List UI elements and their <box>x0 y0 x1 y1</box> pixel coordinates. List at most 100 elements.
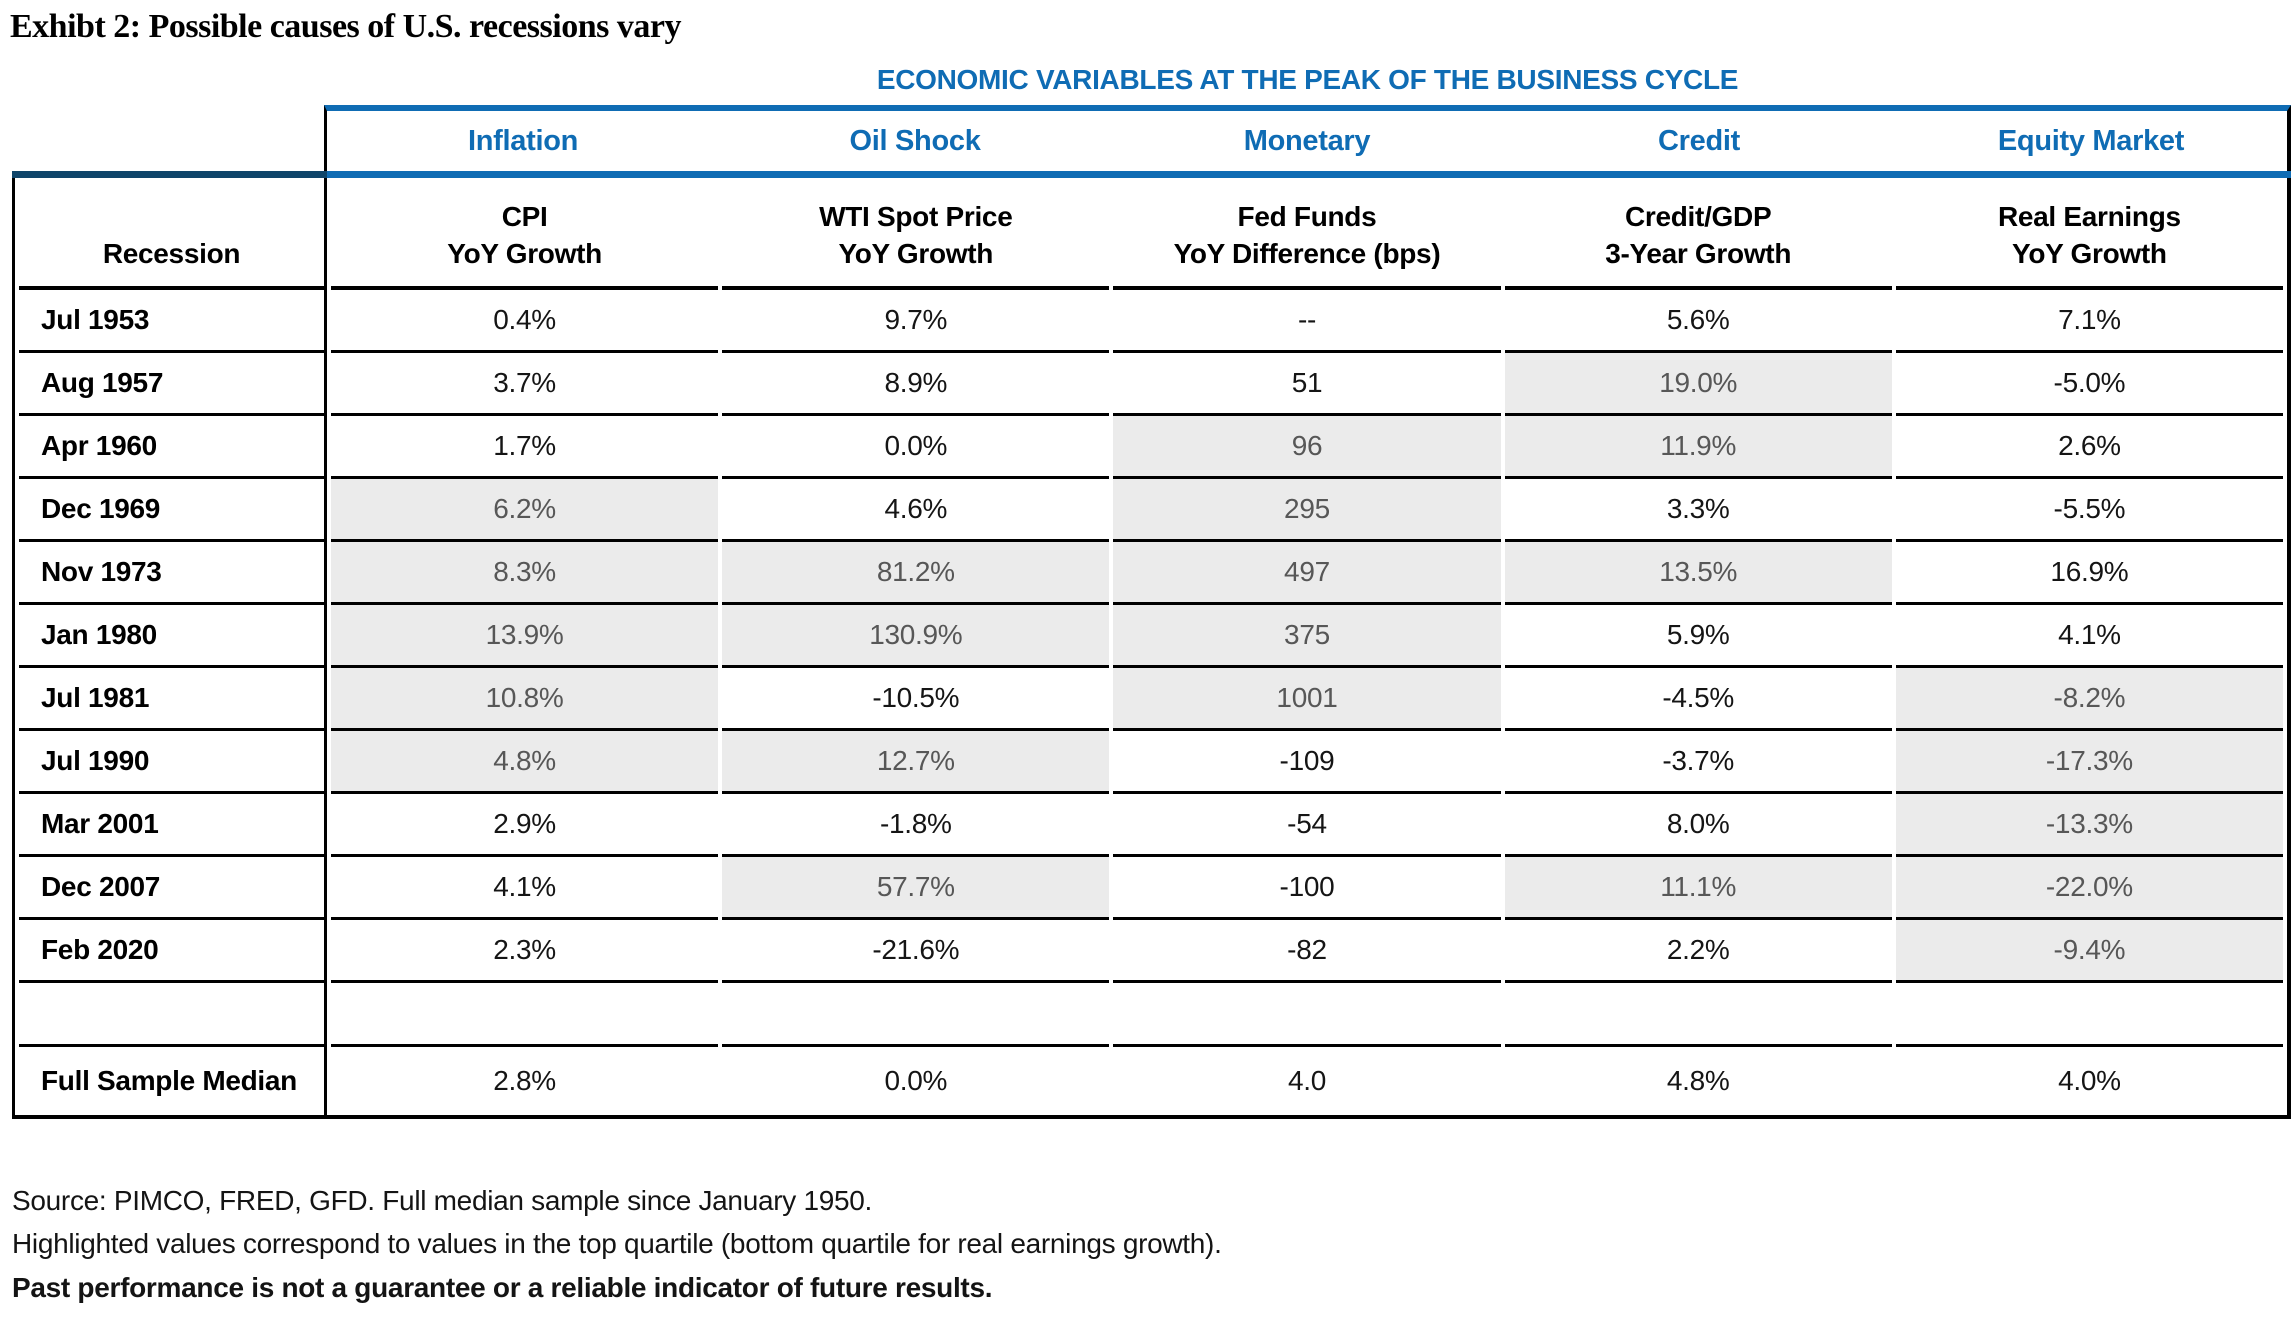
data-cell: -100 <box>1113 857 1501 920</box>
header-rule <box>12 171 2291 178</box>
data-cell <box>1113 983 1501 1047</box>
data-cell: 2.6% <box>1895 416 2283 479</box>
data-cell <box>722 983 1110 1047</box>
row-label: Jul 1981 <box>19 668 327 731</box>
column-header-line2: YoY Growth <box>447 237 602 269</box>
data-cell: 9.7% <box>722 290 1110 353</box>
group-header-equity-market: Equity Market <box>1997 124 2185 157</box>
data-cell: 4.1% <box>1895 605 2283 668</box>
row-label: Aug 1957 <box>19 353 327 416</box>
data-cell: -3.7% <box>1504 731 1892 794</box>
data-cell: 19.0% <box>1504 353 1892 416</box>
data-cell: 51 <box>1113 353 1501 416</box>
data-cell: 4.6% <box>722 479 1110 542</box>
data-cell: 8.9% <box>722 353 1110 416</box>
table-row: Jan 1980 13.9% 130.9% 375 5.9% 4.1% <box>19 605 2283 668</box>
column-header-cpi: CPI YoY Growth <box>331 178 719 290</box>
data-cell: 11.1% <box>1504 857 1892 920</box>
column-header-line2: YoY Difference (bps) <box>1173 237 1441 269</box>
data-cell: 96 <box>1113 416 1501 479</box>
table-row: Feb 2020 2.3% -21.6% -82 2.2% -9.4% <box>19 920 2283 983</box>
data-cell: -5.5% <box>1895 479 2283 542</box>
exhibit-title: Exhibt 2: Possible causes of U.S. recess… <box>10 8 681 45</box>
data-cell: 4.0% <box>2058 1065 2121 1096</box>
row-label: Full Sample Median <box>19 1047 327 1115</box>
data-cell <box>331 983 719 1047</box>
table-row: Apr 1960 1.7% 0.0% 96 11.9% 2.6% <box>19 416 2283 479</box>
row-label: Jul 1953 <box>19 290 327 353</box>
footnote-source: Source: PIMCO, FRED, GFD. Full median sa… <box>12 1185 873 1216</box>
data-cell: -9.4% <box>1895 920 2283 983</box>
footnote-highlight-note: Highlighted values correspond to values … <box>12 1228 1222 1260</box>
table-row: Dec 2007 4.1% 57.7% -100 11.1% -22.0% <box>19 857 2283 920</box>
row-label: Dec 2007 <box>19 857 327 920</box>
group-header-oil-shock: Oil Shock <box>849 124 981 157</box>
data-cell: -82 <box>1113 920 1501 983</box>
table-row: Aug 1957 3.7% 8.9% 51 19.0% -5.0% <box>19 353 2283 416</box>
column-header-real-earnings: Real Earnings YoY Growth <box>1895 178 2283 290</box>
data-cell: 4.0 <box>1287 1065 1326 1096</box>
row-label: Dec 1969 <box>19 479 327 542</box>
column-header-line1: Real Earnings <box>1997 201 2181 233</box>
data-cell: -1.8% <box>722 794 1110 857</box>
group-header-credit: Credit <box>1658 124 1740 157</box>
data-cell: 497 <box>1113 542 1501 605</box>
spacer-row <box>19 983 2283 1047</box>
table-row: Jul 1981 10.8% -10.5% 1001 -4.5% -8.2% <box>19 668 2283 731</box>
column-header-wti: WTI Spot Price YoY Growth <box>722 178 1110 290</box>
data-cell: -13.3% <box>1895 794 2283 857</box>
data-cell: 1001 <box>1113 668 1501 731</box>
median-row: Full Sample Median 2.8% 0.0% 4.0 4.8% 4.0% <box>19 1047 2283 1115</box>
data-cell: -4.5% <box>1504 668 1892 731</box>
data-cell: 0.0% <box>884 1065 948 1096</box>
column-header-line1: CPI <box>501 201 548 233</box>
data-cell: 0.4% <box>331 290 719 353</box>
data-cell: 375 <box>1113 605 1501 668</box>
data-table-frame: Recession CPI YoY Growth WTI Spot Price … <box>12 178 2291 1119</box>
table-row: Nov 1973 8.3% 81.2% 497 13.5% 16.9% <box>19 542 2283 605</box>
data-cell: 4.1% <box>331 857 719 920</box>
data-cell: -22.0% <box>1895 857 2283 920</box>
data-cell: 10.8% <box>331 668 719 731</box>
data-cell: 8.0% <box>1504 794 1892 857</box>
data-cell <box>1895 983 2283 1047</box>
column-header-credit-gdp: Credit/GDP 3-Year Growth <box>1504 178 1892 290</box>
column-header-line2: 3-Year Growth <box>1605 237 1792 269</box>
data-cell: 12.7% <box>722 731 1110 794</box>
data-cell: 4.8% <box>331 731 719 794</box>
table-row: Mar 2001 2.9% -1.8% -54 8.0% -13.3% <box>19 794 2283 857</box>
data-cell: -17.3% <box>1895 731 2283 794</box>
data-cell: 3.7% <box>331 353 719 416</box>
column-header-row: Recession CPI YoY Growth WTI Spot Price … <box>19 178 2283 290</box>
footnotes: Source: PIMCO, FRED, GFD. Full median sa… <box>12 1179 2292 1309</box>
group-header-inflation: Inflation <box>467 124 579 157</box>
table-banner: ECONOMIC VARIABLES AT THE PEAK OF THE BU… <box>876 64 1739 95</box>
data-cell: 5.9% <box>1504 605 1892 668</box>
column-header-line1: WTI Spot Price <box>819 201 1013 233</box>
data-cell: 13.5% <box>1504 542 1892 605</box>
data-cell: 8.3% <box>331 542 719 605</box>
table-row: Jul 1953 0.4% 9.7% -- 5.6% 7.1% <box>19 290 2283 353</box>
data-cell: 3.3% <box>1504 479 1892 542</box>
data-cell: -21.6% <box>722 920 1110 983</box>
data-cell: 130.9% <box>722 605 1110 668</box>
data-cell <box>1504 983 1892 1047</box>
row-label: Jul 1990 <box>19 731 327 794</box>
data-cell: -5.0% <box>1895 353 2283 416</box>
data-cell: 57.7% <box>722 857 1110 920</box>
data-cell: 6.2% <box>331 479 719 542</box>
header-rule-dark-segment <box>12 171 327 178</box>
data-cell: 81.2% <box>722 542 1110 605</box>
data-cell: 1.7% <box>331 416 719 479</box>
data-cell: 5.6% <box>1504 290 1892 353</box>
data-cell: -8.2% <box>1895 668 2283 731</box>
row-label: Nov 1973 <box>19 542 327 605</box>
recession-column-header: Recession <box>19 178 327 290</box>
row-label: Mar 2001 <box>19 794 327 857</box>
group-header-row: Inflation Oil Shock Monetary Credit Equi… <box>324 105 2291 171</box>
data-cell: 11.9% <box>1504 416 1892 479</box>
column-header-line2: YoY Growth <box>838 237 994 269</box>
data-cell: 13.9% <box>331 605 719 668</box>
data-cell: 16.9% <box>1895 542 2283 605</box>
data-cell: -10.5% <box>722 668 1110 731</box>
